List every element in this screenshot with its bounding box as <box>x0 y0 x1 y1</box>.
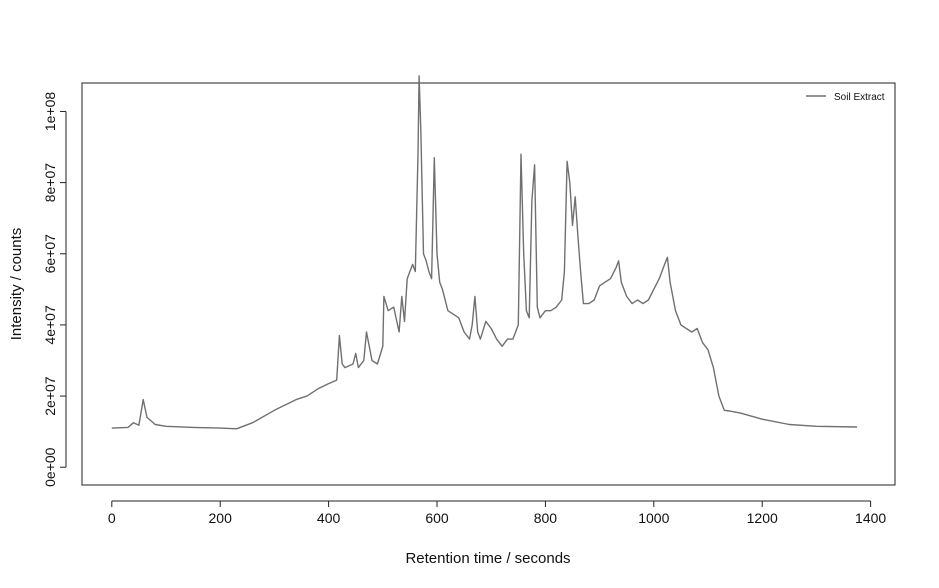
y-axis-title: Intensity / counts <box>8 228 25 341</box>
series-line-0 <box>111 75 858 430</box>
legend-label: Soil Extract <box>834 92 885 103</box>
plot-frame <box>81 82 896 486</box>
y-axis: 0e+00 2e+07 4e+07 6e+07 8e+07 1e+08 <box>42 92 67 487</box>
series-layer <box>111 75 858 430</box>
x-tick-label: 800 <box>534 510 558 526</box>
y-tick-label: 8e+07 <box>42 163 58 203</box>
y-tick-label: 0e+00 <box>42 447 58 487</box>
legend: Soil Extract <box>806 92 885 103</box>
x-tick-label: 600 <box>425 510 449 526</box>
y-tick-label: 4e+07 <box>42 305 58 345</box>
x-tick-label: 1000 <box>638 510 669 526</box>
x-tick-label: 0 <box>108 510 116 526</box>
y-tick-label: 2e+07 <box>42 376 58 416</box>
y-tick-label: 6e+07 <box>42 234 58 274</box>
x-axis: 0 200 400 600 800 1000 1200 1400 <box>108 500 886 526</box>
x-tick-label: 400 <box>317 510 341 526</box>
y-tick-label: 1e+08 <box>42 92 58 132</box>
x-axis-title: Retention time / seconds <box>405 550 570 567</box>
x-tick-label: 1200 <box>747 510 778 526</box>
x-tick-label: 200 <box>209 510 233 526</box>
x-tick-label: 1400 <box>855 510 886 526</box>
